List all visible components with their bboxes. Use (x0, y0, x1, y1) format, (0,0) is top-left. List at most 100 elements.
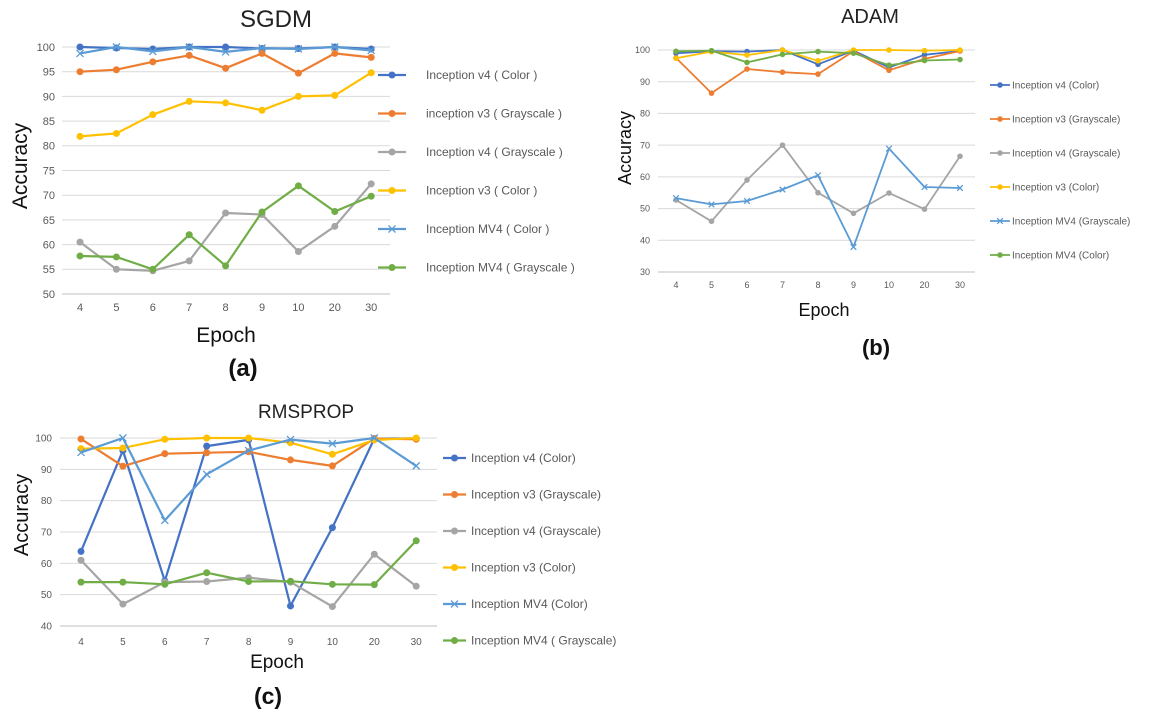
sgdm-data-point (367, 46, 376, 55)
adam-legend-label: Inception v4 (Grayscale) (1012, 149, 1120, 160)
rmsprop-legend-marker (451, 454, 458, 462)
sgdm-data-point (367, 69, 375, 77)
sgdm-x-tick-label: 4 (77, 302, 83, 314)
sgdm-data-point (294, 92, 302, 100)
sgdm-y-tick-label: 60 (43, 239, 55, 251)
sgdm-legend-label: Inception v3 ( Color ) (426, 184, 537, 198)
rmsprop-y-tick-label: 40 (41, 622, 53, 633)
sgdm-data-point (76, 132, 84, 140)
adam-x-tick-label: 20 (919, 280, 929, 290)
adam-legend-marker (997, 184, 1003, 190)
adam-data-point (815, 57, 821, 64)
adam-x-tick-label: 5 (709, 280, 714, 290)
sgdm-data-point (294, 69, 302, 77)
adam-legend-marker (997, 150, 1003, 156)
rmsprop-data-point (328, 603, 336, 611)
sgdm-x-axis-label: Epoch (196, 324, 256, 347)
sgdm-data-point (221, 47, 230, 56)
adam-data-point (957, 56, 963, 63)
sgdm-x-tick-label: 10 (292, 302, 304, 314)
sgdm-data-point (185, 231, 193, 239)
sgdm-x-tick-label: 20 (329, 302, 341, 314)
rmsprop-legend-marker (450, 600, 459, 608)
sgdm-data-point (331, 49, 339, 57)
adam-legend-label: Inception v4 (Color) (1012, 81, 1099, 92)
adam-data-point (673, 55, 679, 62)
adam-title: ADAM (841, 6, 899, 28)
rmsprop-data-point (328, 580, 336, 588)
rmsprop-y-tick-label: 50 (41, 590, 53, 601)
rmsprop-legend: Inception v4 (Color) Inception v3 (Graysc… (443, 451, 616, 648)
sgdm-x-tick-label: 8 (223, 302, 229, 314)
sgdm-data-point (330, 43, 339, 51)
sgdm-legend-marker (388, 264, 396, 271)
adam-y-axis-label: Accuracy (615, 111, 635, 185)
adam-data-point (779, 186, 786, 193)
adam-x-tick-label: 30 (955, 280, 965, 290)
adam-legend-marker (997, 116, 1003, 122)
adam-data-point (708, 201, 715, 208)
rmsprop-data-point (119, 444, 127, 452)
rmsprop-data-point (77, 547, 85, 555)
rmsprop-y-tick-label: 60 (41, 559, 53, 570)
rmsprop-y-tick-label: 80 (41, 496, 53, 507)
adam-panel-label: (b) (862, 335, 890, 360)
rmsprop-x-tick-label: 7 (204, 637, 210, 648)
adam-data-point (814, 172, 822, 179)
rmsprop-series (77, 434, 421, 611)
rmsprop-data-point (77, 578, 85, 586)
rmsprop-y-tick-label: 100 (35, 434, 52, 445)
sgdm-data-point (148, 47, 157, 56)
adam-data-point (815, 48, 821, 55)
sgdm-y-tick-label: 100 (37, 42, 55, 54)
adam-x-tick-label: 7 (780, 280, 785, 290)
rmsprop-data-point (287, 602, 294, 610)
adam-data-point (850, 50, 857, 56)
rmsprop-data-point (77, 435, 85, 443)
sgdm-data-point (112, 43, 121, 51)
sgdm-legend-marker (388, 71, 396, 79)
sgdm-legend-label: inception v3 ( Grayscale ) (426, 107, 562, 121)
adam-data-point (708, 47, 715, 54)
rmsprop-x-tick-label: 6 (162, 637, 168, 648)
rmsprop-x-tick-label: 10 (327, 637, 339, 648)
adam-y-tick-label: 100 (635, 45, 650, 55)
rmsprop-data-point (119, 462, 127, 470)
adam-y-tick-label: 70 (640, 140, 650, 150)
sgdm-y-tick-label: 85 (43, 116, 55, 128)
panel-adam: 30 40 50 60 70 80 90 100 4 5 6 7 8 9 10 20 30 Inception … (615, 6, 1130, 360)
rmsprop-data-point (118, 434, 127, 442)
rmsprop-legend-label: Inception MV4 ( Grayscale) (471, 634, 616, 648)
sgdm-y-tick-label: 95 (43, 67, 55, 79)
adam-data-point (779, 47, 786, 53)
adam-legend-label: Inception MV4 (Grayscale) (1012, 217, 1130, 228)
rmsprop-y-tick-label: 90 (41, 465, 53, 476)
adam-data-point (744, 52, 750, 58)
sgdm-x-tick-label: 5 (113, 302, 119, 314)
sgdm-y-tick-label: 90 (43, 91, 55, 103)
adam-data-point (957, 47, 963, 53)
adam-data-point (921, 183, 928, 191)
adam-data-point (956, 184, 964, 192)
rmsprop-data-point (370, 434, 379, 442)
sgdm-y-tick-label: 70 (43, 190, 55, 202)
rmsprop-legend-marker (451, 527, 458, 535)
sgdm-legend-marker (388, 187, 396, 194)
adam-x-tick-label: 4 (673, 280, 678, 290)
adam-legend-marker (997, 82, 1003, 88)
rmsprop-panel-label: (c) (254, 683, 282, 709)
adam-data-point (744, 66, 750, 72)
sgdm-y-axis-label: Accuracy (9, 122, 32, 209)
sgdm-legend-marker (388, 225, 396, 233)
sgdm-legend-label: Inception MV4 ( Color ) (426, 222, 549, 236)
rmsprop-title: RMSPROP (258, 402, 354, 423)
sgdm-data-point (185, 97, 193, 105)
rmsprop-legend-marker (451, 491, 458, 498)
adam-data-point (921, 57, 928, 64)
sgdm-data-point (149, 111, 157, 119)
adam-data-point (921, 47, 928, 54)
adam-data-point (886, 47, 892, 53)
rmsprop-data-point (203, 578, 211, 586)
sgdm-data-point (222, 64, 230, 72)
